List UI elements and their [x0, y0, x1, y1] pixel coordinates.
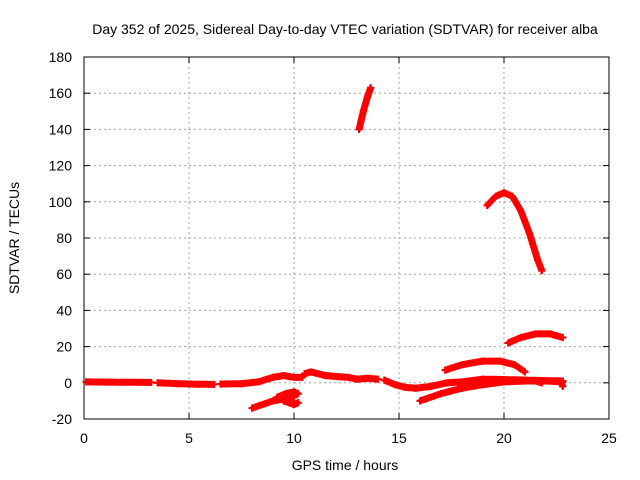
y-tick-label: 0: [64, 375, 72, 391]
y-tick-label: 180: [49, 49, 73, 65]
y-tick-label: 60: [56, 266, 72, 282]
y-tick-label: -20: [52, 411, 72, 427]
x-tick-label: 15: [391, 430, 407, 446]
axis-ticks: 0 5 10 15 20 25 -20 0 20 40 60 80 100 120 140 160 180: [49, 49, 617, 446]
y-tick-label: 40: [56, 302, 72, 318]
y-tick-label: 140: [49, 121, 73, 137]
y-tick-label: 100: [49, 194, 73, 210]
y-tick-label: 120: [49, 158, 73, 174]
x-tick-label: 10: [286, 430, 302, 446]
x-axis-label: GPS time / hours: [292, 457, 399, 473]
x-tick-label: 25: [601, 430, 617, 446]
y-tick-label: 20: [56, 339, 72, 355]
chart-title: Day 352 of 2025, Sidereal Day-to-day VTE…: [92, 21, 598, 37]
x-tick-label: 5: [185, 430, 193, 446]
data-series: [82, 84, 567, 412]
x-tick-label: 0: [80, 430, 88, 446]
x-tick-label: 20: [496, 430, 512, 446]
y-axis-label: SDTVAR / TECUs: [6, 182, 22, 294]
y-tick-label: 80: [56, 230, 72, 246]
y-tick-label: 160: [49, 85, 73, 101]
data-point-trail: [82, 84, 567, 412]
